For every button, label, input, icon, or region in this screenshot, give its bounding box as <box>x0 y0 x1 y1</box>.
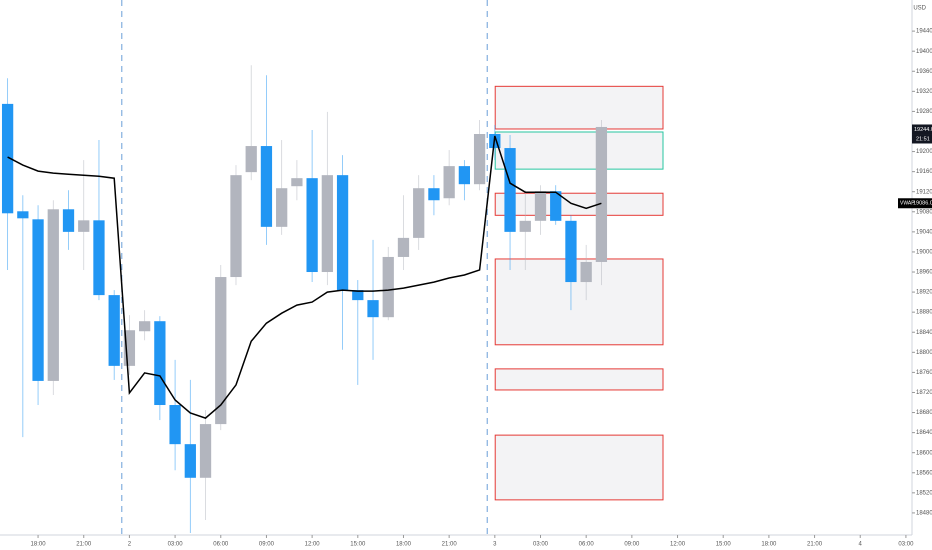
y-tick-label: 18840.0 <box>916 330 932 336</box>
x-tick-label: 06:00 <box>213 542 229 548</box>
candle-body <box>139 321 151 332</box>
candle-body <box>382 256 394 318</box>
candle-body <box>123 330 136 366</box>
last-price-box <box>912 124 932 135</box>
y-tick-label: 18880.0 <box>916 310 932 316</box>
countdown: 21:51 <box>916 136 930 142</box>
vwap-line <box>7 135 602 419</box>
zone <box>494 192 664 216</box>
vwap-name: VWAP <box>900 201 915 207</box>
zone <box>494 434 664 501</box>
candle-body <box>108 295 120 366</box>
y-tick-label: 18960.0 <box>916 270 932 276</box>
last-price-label: 19244.0 <box>914 127 932 133</box>
countdown-box <box>912 134 932 144</box>
x-tick-label: 15:00 <box>350 542 366 548</box>
y-tick-label: 19400.0 <box>916 49 932 55</box>
candle-body <box>595 126 608 262</box>
candle-body <box>245 146 257 173</box>
candle-body <box>428 188 440 201</box>
candle-body <box>32 219 44 381</box>
x-tick-label: 2 <box>128 542 132 548</box>
x-tick-label: 18:00 <box>761 542 777 548</box>
x-tick-label: 21:00 <box>807 542 823 548</box>
y-tick-label: 18680.0 <box>916 410 932 416</box>
zone <box>494 368 664 391</box>
y-tick-label: 18600.0 <box>916 450 932 456</box>
y-tick-label: 19320.0 <box>916 89 932 95</box>
candle-body <box>534 191 547 221</box>
candle-body <box>413 188 425 238</box>
x-tick-label: 06:00 <box>579 542 595 548</box>
candle-body <box>62 209 75 232</box>
candle-body <box>230 175 242 278</box>
x-tick-label: 09:00 <box>259 542 275 548</box>
y-tick-label: 18720.0 <box>916 390 932 396</box>
y-tick-label: 19280.0 <box>916 109 932 115</box>
x-tick-label: 18:00 <box>31 542 47 548</box>
candle-body <box>458 166 471 185</box>
y-tick-label: 19440.0 <box>916 29 932 35</box>
candle-body <box>276 188 288 227</box>
x-tick-label: 12:00 <box>305 542 321 548</box>
x-tick-label: 03:00 <box>168 542 184 548</box>
zone <box>494 131 664 170</box>
candle-body <box>260 146 273 227</box>
candle-body <box>504 148 516 232</box>
candle-body <box>443 166 455 199</box>
y-tick-label: 19360.0 <box>916 69 932 75</box>
y-tick-label: 18800.0 <box>916 350 932 356</box>
x-tick-label: 03:00 <box>533 542 549 548</box>
candle-body <box>367 300 379 318</box>
x-tick-label: 09:00 <box>624 542 640 548</box>
candle-body <box>215 277 227 425</box>
candle-body <box>473 134 486 185</box>
x-tick-label: 3 <box>493 542 497 548</box>
currency: USD <box>913 6 926 12</box>
y-tick-label: 19040.0 <box>916 229 932 235</box>
candle-body <box>306 178 318 273</box>
y-tick-label: 18760.0 <box>916 370 932 376</box>
y-tick-label: 18520.0 <box>916 490 932 496</box>
candle-body <box>397 237 410 257</box>
y-tick-label: 19160.0 <box>916 169 932 175</box>
candle-body <box>336 175 349 291</box>
candle-body <box>184 444 196 478</box>
zone <box>494 258 664 346</box>
y-tick-label: 19120.0 <box>916 189 932 195</box>
x-tick-label: 15:00 <box>716 542 732 548</box>
y-tick-label: 18920.0 <box>916 290 932 296</box>
vwap-box <box>898 198 932 209</box>
candle-body <box>17 211 29 219</box>
y-tick-label: 19080.0 <box>916 209 932 215</box>
x-tick-label: 4 <box>859 542 863 548</box>
x-tick-label: 12:00 <box>670 542 686 548</box>
y-tick-label: 18480.0 <box>916 510 932 516</box>
candle-body <box>199 424 212 478</box>
candle-body <box>321 175 333 273</box>
zone <box>494 85 664 130</box>
candle-body <box>93 220 105 296</box>
y-tick-label: 19000.0 <box>916 250 932 256</box>
candle-body <box>565 220 577 283</box>
x-tick-label: 21:00 <box>442 542 458 548</box>
x-tick-label: 03:00 <box>898 542 914 548</box>
x-tick-label: 21:00 <box>76 542 92 548</box>
candle-body <box>47 209 59 381</box>
candle-body <box>519 220 531 232</box>
x-tick-label: 18:00 <box>396 542 412 548</box>
candle-body <box>291 178 303 187</box>
candle-body <box>78 220 90 232</box>
candle-body <box>580 261 592 283</box>
candle-body <box>154 321 166 406</box>
candle-body <box>550 191 562 221</box>
candle-body <box>1 103 14 214</box>
candle-body <box>169 405 181 445</box>
y-tick-label: 19200.0 <box>916 149 932 155</box>
vwap-value: 19086.0 <box>913 201 932 207</box>
y-tick-label: 18560.0 <box>916 470 932 476</box>
y-tick-label: 18640.0 <box>916 430 932 436</box>
candle-body <box>352 290 364 301</box>
